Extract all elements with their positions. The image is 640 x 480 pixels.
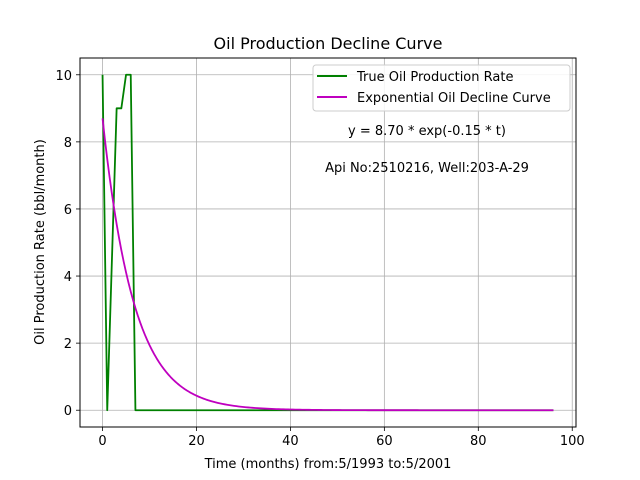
- series-line-exponential: [101, 118, 554, 412]
- x-tick-label: 40: [282, 434, 299, 449]
- y-tick-label: 0: [64, 404, 72, 419]
- legend-label-exponential: Exponential Oil Decline Curve: [357, 91, 551, 106]
- legend: True Oil Production Rate Exponential Oil…: [312, 64, 571, 112]
- y-axis-label: Oil Production Rate (bbl/month): [33, 139, 48, 345]
- x-tick-label: 0: [98, 434, 106, 449]
- y-tick-label: 2: [64, 337, 72, 352]
- y-tick-label: 6: [64, 203, 72, 218]
- chart-title: Oil Production Decline Curve: [214, 34, 443, 53]
- x-tick-label: 60: [376, 434, 393, 449]
- grid: [80, 58, 576, 427]
- y-tick-label: 10: [55, 69, 72, 84]
- well-annotation: Api No:2510216, Well:203-A-29: [325, 161, 529, 176]
- legend-label-true-rate: True Oil Production Rate: [356, 70, 513, 85]
- plot-frame: [79, 57, 577, 428]
- y-tick-label: 4: [64, 270, 72, 285]
- x-tick-label: 80: [470, 434, 487, 449]
- y-tick-label: 8: [64, 136, 72, 151]
- x-axis-label: Time (months) from:5/1993 to:5/2001: [204, 457, 452, 472]
- series-layer: [101, 73, 554, 412]
- equation-annotation: y = 8.70 * exp(-0.15 * t): [348, 124, 506, 139]
- legend-box: [312, 64, 571, 112]
- x-tick-label: 20: [188, 434, 205, 449]
- axis-ticks: 0 20 40 60 80 100 0 2 4 6 8 10: [55, 69, 584, 449]
- x-tick-label: 100: [560, 434, 585, 449]
